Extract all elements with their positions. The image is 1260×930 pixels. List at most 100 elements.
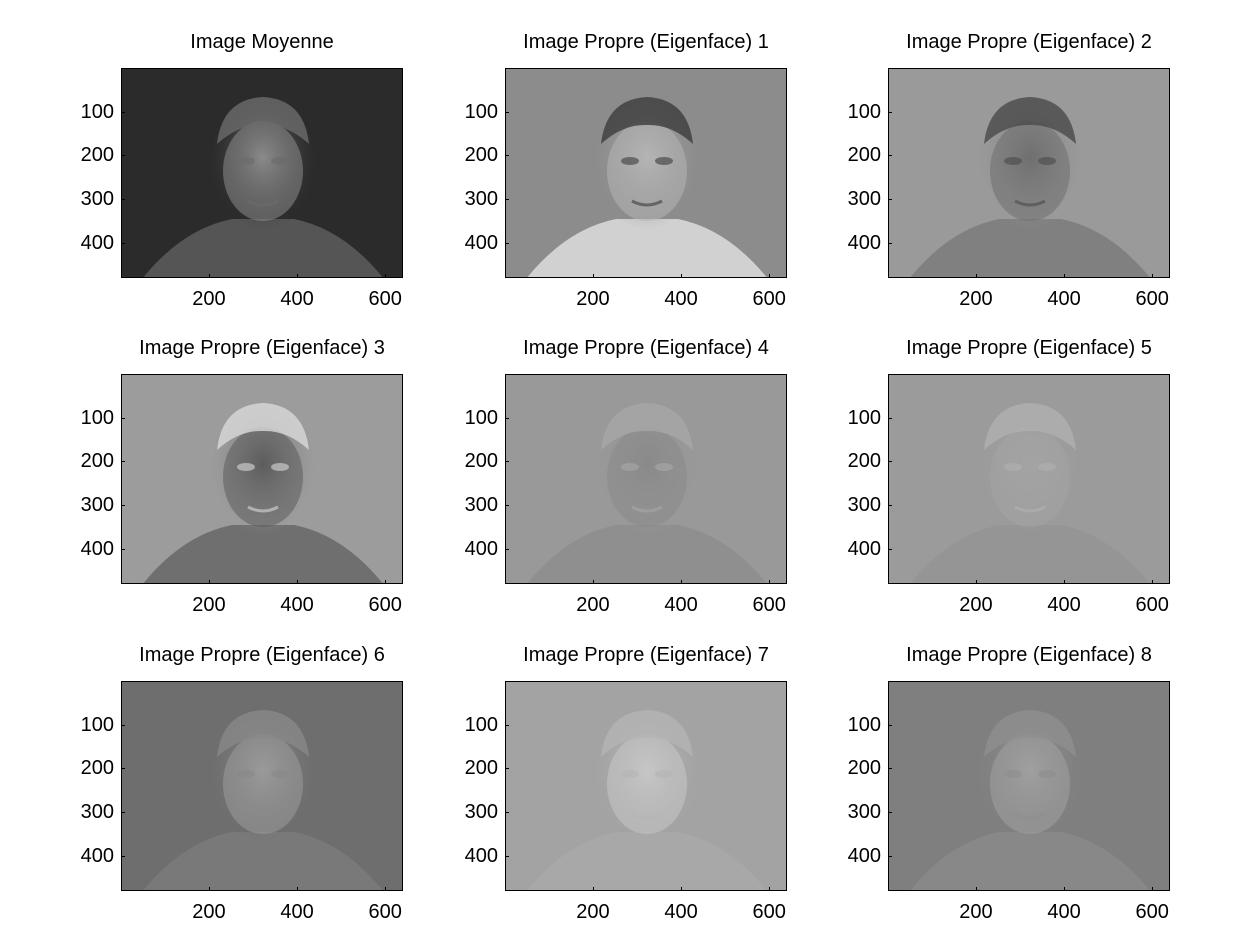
y-tick-mark bbox=[121, 199, 125, 200]
hair-shape bbox=[601, 97, 693, 144]
x-tick-label: 600 bbox=[1135, 288, 1169, 310]
y-tick-label: 100 bbox=[464, 100, 498, 123]
x-tick-label: 200 bbox=[192, 901, 226, 923]
y-tick-label: 300 bbox=[847, 494, 881, 517]
y-tick-label: 400 bbox=[80, 844, 114, 867]
y-tick-mark bbox=[505, 461, 509, 462]
x-tick-label: 200 bbox=[576, 901, 610, 923]
shoulders-shape bbox=[910, 525, 1150, 583]
x-tick-label: 600 bbox=[368, 594, 402, 616]
x-tick-label: 600 bbox=[752, 901, 786, 923]
x-tick-label: 600 bbox=[368, 288, 402, 310]
x-tick-label: 400 bbox=[280, 901, 314, 923]
y-tick-label: 100 bbox=[80, 406, 114, 429]
y-tick-mark bbox=[888, 243, 892, 244]
panel-title: Image Propre (Eigenface) 3 bbox=[139, 337, 385, 359]
x-tick-mark bbox=[1064, 274, 1065, 278]
x-tick-mark bbox=[769, 887, 770, 891]
y-tick-label: 200 bbox=[847, 144, 881, 167]
eye-shape bbox=[621, 770, 639, 778]
y-tick-mark bbox=[121, 505, 125, 506]
y-tick-mark bbox=[121, 243, 125, 244]
x-tick-mark bbox=[385, 887, 386, 891]
mouth-shape bbox=[631, 199, 663, 207]
y-tick-mark bbox=[888, 768, 892, 769]
x-tick-mark bbox=[297, 887, 298, 891]
y-tick-mark bbox=[888, 549, 892, 550]
y-tick-label: 400 bbox=[847, 537, 881, 560]
x-tick-mark bbox=[976, 274, 977, 278]
image-axes bbox=[505, 68, 787, 278]
y-tick-mark bbox=[121, 112, 125, 113]
x-tick-mark bbox=[976, 887, 977, 891]
x-tick-mark bbox=[681, 274, 682, 278]
eye-shape bbox=[271, 157, 289, 165]
x-tick-mark bbox=[976, 580, 977, 584]
face-shape bbox=[607, 121, 687, 221]
face-image bbox=[143, 97, 383, 277]
eye-shape bbox=[271, 463, 289, 471]
y-tick-mark bbox=[121, 461, 125, 462]
x-tick-mark bbox=[385, 580, 386, 584]
x-tick-label: 200 bbox=[192, 288, 226, 310]
x-tick-label: 400 bbox=[664, 288, 698, 310]
x-tick-mark bbox=[1064, 887, 1065, 891]
y-tick-mark bbox=[121, 812, 125, 813]
x-tick-label: 200 bbox=[576, 288, 610, 310]
y-tick-mark bbox=[505, 812, 509, 813]
eye-shape bbox=[621, 463, 639, 471]
y-tick-label: 100 bbox=[80, 713, 114, 736]
y-tick-label: 100 bbox=[464, 713, 498, 736]
y-tick-label: 200 bbox=[464, 450, 498, 473]
y-tick-mark bbox=[505, 112, 509, 113]
y-tick-mark bbox=[121, 155, 125, 156]
hair-shape bbox=[984, 403, 1076, 450]
y-tick-mark bbox=[505, 418, 509, 419]
x-tick-mark bbox=[681, 580, 682, 584]
shoulders-shape bbox=[143, 525, 383, 583]
face-shape bbox=[607, 734, 687, 834]
x-tick-label: 200 bbox=[959, 901, 993, 923]
y-tick-label: 400 bbox=[847, 231, 881, 254]
y-tick-mark bbox=[505, 549, 509, 550]
x-tick-label: 400 bbox=[280, 594, 314, 616]
x-tick-mark bbox=[593, 887, 594, 891]
x-tick-label: 200 bbox=[959, 288, 993, 310]
eye-shape bbox=[1004, 157, 1022, 165]
image-axes bbox=[888, 374, 1170, 584]
y-tick-label: 200 bbox=[464, 144, 498, 167]
mouth-shape bbox=[247, 505, 279, 513]
face-shape bbox=[223, 121, 303, 221]
mouth-shape bbox=[1014, 199, 1046, 207]
y-tick-label: 400 bbox=[464, 537, 498, 560]
x-tick-mark bbox=[681, 887, 682, 891]
eye-shape bbox=[271, 770, 289, 778]
hair-shape bbox=[984, 710, 1076, 757]
x-tick-label: 200 bbox=[576, 594, 610, 616]
face-image bbox=[527, 97, 767, 277]
face-shape bbox=[990, 121, 1070, 221]
eye-shape bbox=[237, 157, 255, 165]
eye-shape bbox=[655, 463, 673, 471]
y-tick-mark bbox=[505, 725, 509, 726]
x-tick-mark bbox=[593, 274, 594, 278]
eye-shape bbox=[1038, 463, 1056, 471]
y-tick-mark bbox=[888, 856, 892, 857]
image-axes bbox=[121, 681, 403, 891]
y-tick-mark bbox=[888, 505, 892, 506]
y-tick-mark bbox=[505, 768, 509, 769]
y-tick-label: 400 bbox=[847, 844, 881, 867]
y-tick-mark bbox=[888, 199, 892, 200]
image-axes bbox=[888, 681, 1170, 891]
hair-shape bbox=[601, 403, 693, 450]
x-tick-mark bbox=[209, 274, 210, 278]
x-tick-label: 200 bbox=[959, 594, 993, 616]
y-tick-label: 300 bbox=[80, 188, 114, 211]
panel-title: Image Moyenne bbox=[190, 31, 334, 53]
y-tick-label: 200 bbox=[80, 757, 114, 780]
mouth-shape bbox=[1014, 812, 1046, 820]
x-tick-label: 600 bbox=[368, 901, 402, 923]
face-shape bbox=[223, 427, 303, 527]
image-axes bbox=[505, 681, 787, 891]
y-tick-mark bbox=[888, 112, 892, 113]
